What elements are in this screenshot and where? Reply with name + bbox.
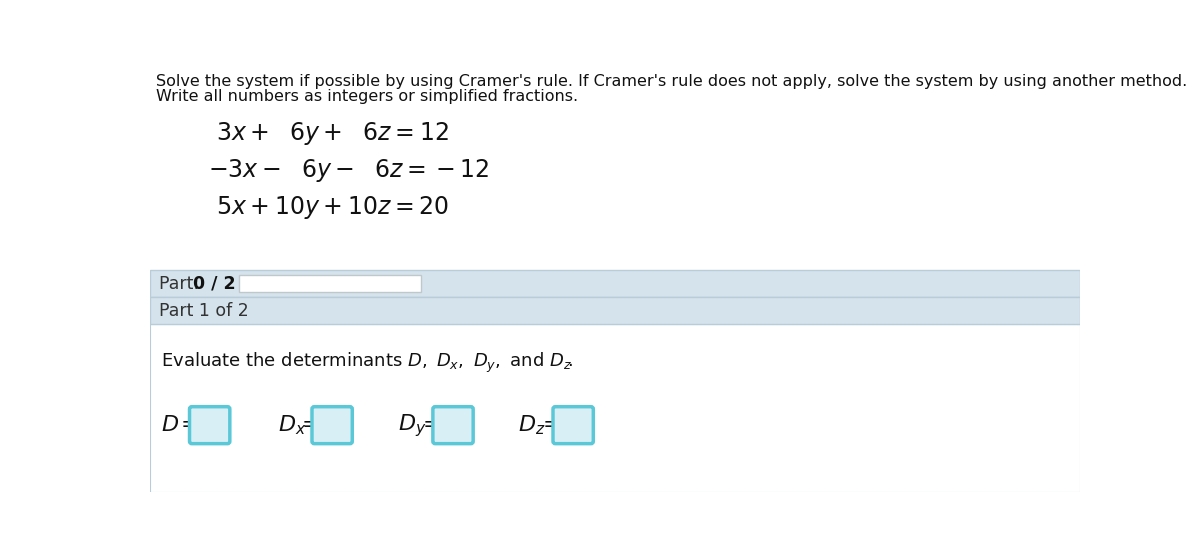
FancyBboxPatch shape (190, 406, 230, 444)
Text: $D_x$: $D_x$ (278, 414, 306, 437)
FancyBboxPatch shape (150, 270, 1080, 298)
Text: =: = (542, 415, 562, 435)
FancyBboxPatch shape (150, 324, 1080, 492)
Text: $3x+\ \ 6y+\ \ 6z = 12$: $3x+\ \ 6y+\ \ 6z = 12$ (216, 120, 449, 147)
Text: =: = (422, 415, 442, 435)
FancyBboxPatch shape (553, 406, 593, 444)
Text: 0 / 2: 0 / 2 (193, 275, 236, 293)
Text: Part 1 of 2: Part 1 of 2 (160, 302, 250, 320)
FancyBboxPatch shape (433, 406, 473, 444)
Text: Write all numbers as integers or simplified fractions.: Write all numbers as integers or simplif… (156, 90, 578, 105)
Text: Part:: Part: (160, 275, 205, 293)
Text: =: = (302, 415, 320, 435)
Text: $5x+ 10y+ 10z = 20$: $5x+ 10y+ 10z = 20$ (216, 194, 449, 221)
Text: $D$: $D$ (161, 415, 179, 435)
Text: $D_y$: $D_y$ (398, 412, 426, 439)
Text: $-3x-\ \ 6y-\ \ 6z = -12$: $-3x-\ \ 6y-\ \ 6z = -12$ (208, 157, 490, 184)
Text: $D_z$: $D_z$ (518, 414, 546, 437)
FancyBboxPatch shape (150, 298, 1080, 324)
Text: Evaluate the determinants $D,\ D_x,\ D_y,\ \mathrm{and}\ D_z\!.$: Evaluate the determinants $D,\ D_x,\ D_y… (161, 351, 574, 375)
Text: Solve the system if possible by using Cramer's rule. If Cramer's rule does not a: Solve the system if possible by using Cr… (156, 74, 1188, 89)
FancyBboxPatch shape (239, 275, 421, 293)
FancyBboxPatch shape (312, 406, 353, 444)
Text: =: = (181, 415, 199, 435)
